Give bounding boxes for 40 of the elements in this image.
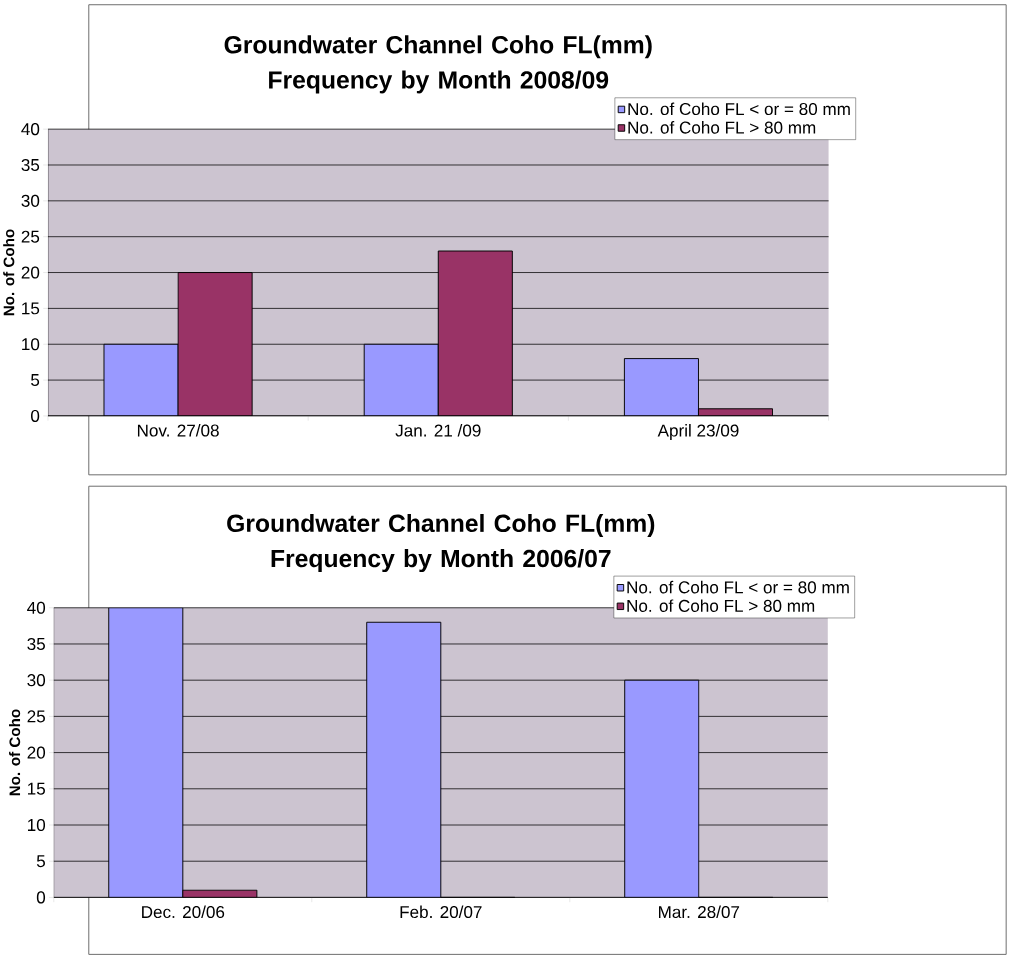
bar xyxy=(437,250,513,416)
x-tick-label: Mar. 28/07 xyxy=(659,905,740,918)
bar xyxy=(177,271,253,416)
legend-label: No. of Coho FL < or = 80 mm xyxy=(628,102,850,115)
y-tick-label: 0 xyxy=(31,409,40,422)
x-tick-label: Dec. 20/06 xyxy=(142,905,225,918)
y-tick-label: 10 xyxy=(28,818,46,831)
y-tick-label: 5 xyxy=(31,374,40,386)
y-tick-label: 20 xyxy=(21,266,40,279)
y-tick-label: 25 xyxy=(27,710,45,723)
legend-label: No. of Coho FL > 80 mm xyxy=(628,121,816,134)
y-tick-label: 40 xyxy=(27,601,46,614)
y-axis-title: No. of Coho xyxy=(3,229,15,316)
x-tick-label: Jan. 21 /09 xyxy=(395,423,481,437)
x-tick-label: Feb. 20/07 xyxy=(400,905,482,918)
y-tick-label: 15 xyxy=(28,782,45,795)
x-tick-label: April 23/09 xyxy=(657,423,739,440)
y-tick-label: 35 xyxy=(21,158,40,171)
y-tick-label: 40 xyxy=(21,122,40,136)
y-tick-label: 30 xyxy=(21,194,40,207)
chart-title: Groundwater Channel Coho FL(mm) Frequency by Month 2006/07 xyxy=(227,513,655,573)
bar xyxy=(623,358,699,416)
y-tick-label: 20 xyxy=(27,746,46,759)
legend-label: No. of Coho FL < or = 80 mm xyxy=(627,580,849,594)
legend-label: No. of Coho FL > 80 mm xyxy=(627,599,815,612)
bar xyxy=(363,343,439,416)
y-tick-label: 30 xyxy=(27,674,46,687)
x-tick-label: Nov. 27/08 xyxy=(137,423,219,437)
chart-title: Groundwater Channel Coho FL(mm) Frequency by Month 2008/09 xyxy=(224,35,652,94)
bar xyxy=(103,343,179,416)
bar xyxy=(624,679,700,898)
y-axis-title: No. of Coho xyxy=(9,709,21,796)
y-tick-label: 0 xyxy=(36,891,46,904)
y-tick-label: 35 xyxy=(27,637,45,650)
y-tick-label: 10 xyxy=(22,338,40,351)
y-tick-label: 25 xyxy=(21,230,40,243)
bar xyxy=(366,621,442,898)
y-tick-label: 5 xyxy=(36,855,45,868)
bar xyxy=(108,607,184,898)
y-tick-label: 15 xyxy=(22,302,40,315)
